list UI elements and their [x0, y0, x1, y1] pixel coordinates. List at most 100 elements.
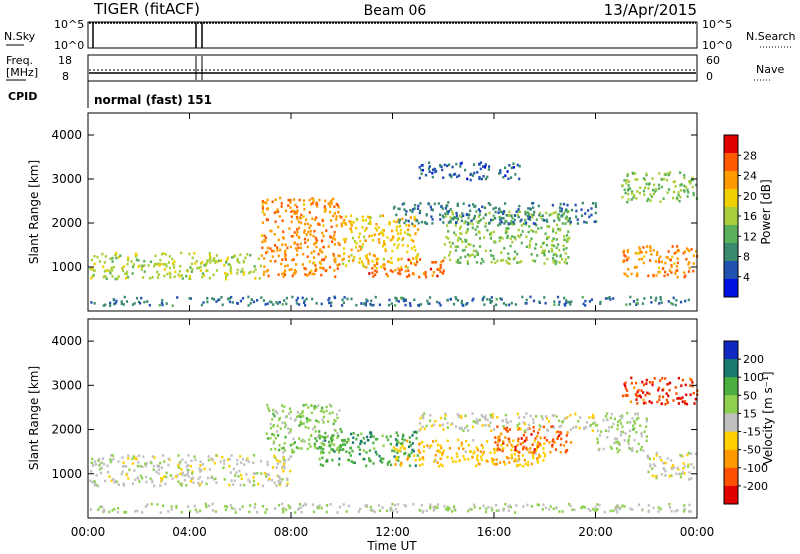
heatmap-cell — [115, 256, 118, 260]
heatmap-cell — [424, 273, 427, 276]
heatmap-cell — [296, 243, 299, 246]
heatmap-cell — [421, 414, 424, 417]
heatmap-cell — [663, 274, 666, 278]
heatmap-cell — [417, 221, 420, 225]
heatmap-cell — [519, 463, 522, 467]
heatmap-cell — [570, 208, 574, 212]
heatmap-cell — [266, 207, 269, 211]
heatmap-cell — [260, 296, 263, 299]
heatmap-cell — [556, 215, 559, 218]
heatmap-cell — [518, 458, 521, 461]
heatmap-cell — [395, 229, 398, 232]
heatmap-cell — [345, 264, 348, 267]
heatmap-cell — [660, 473, 664, 476]
heatmap-cell — [200, 480, 204, 484]
heatmap-cell — [478, 418, 481, 422]
heatmap-cell — [494, 436, 497, 439]
colorbar-tick-label: -50 — [743, 444, 761, 457]
heatmap-cell — [514, 457, 517, 461]
heatmap-cell — [677, 194, 680, 197]
heatmap-cell — [322, 410, 325, 414]
heatmap-cell — [295, 302, 298, 305]
heatmap-cell — [504, 202, 507, 205]
heatmap-cell — [342, 439, 345, 443]
heatmap-cell — [274, 259, 277, 263]
heatmap-cell — [566, 203, 569, 207]
heatmap-cell — [483, 303, 486, 306]
heatmap-cell — [649, 249, 652, 252]
heatmap-cell — [639, 448, 642, 451]
heatmap-cell — [293, 212, 296, 215]
heatmap-cell — [311, 197, 314, 200]
heatmap-cell — [102, 304, 105, 307]
heatmap-cell — [345, 510, 348, 513]
heatmap-cell — [476, 171, 479, 174]
heatmap-cell — [518, 164, 521, 168]
heatmap-cell — [238, 508, 242, 511]
heatmap-cell — [537, 204, 540, 208]
heatmap-cell — [539, 215, 543, 219]
heatmap-cell — [392, 236, 395, 239]
heatmap-cell — [156, 276, 160, 279]
heatmap-cell — [560, 214, 563, 218]
heatmap-cell — [623, 259, 626, 262]
heatmap-cell — [330, 225, 333, 229]
heatmap-cell — [551, 250, 554, 253]
heatmap-cell — [352, 436, 355, 440]
heatmap-cell — [324, 431, 327, 435]
heatmap-cell — [232, 483, 235, 486]
heatmap-cell — [679, 454, 682, 457]
heatmap-cell — [332, 214, 335, 218]
heatmap-cell — [98, 260, 101, 263]
heatmap-cell — [162, 252, 165, 255]
heatmap-cell — [614, 506, 617, 510]
heatmap-cell — [366, 215, 369, 218]
heatmap-cell — [651, 467, 654, 470]
heatmap-cell — [204, 502, 207, 506]
heatmap-cell — [531, 443, 534, 446]
heatmap-cell — [296, 253, 299, 257]
heatmap-cell — [104, 255, 107, 258]
heatmap-cell — [305, 403, 308, 406]
heatmap-cell — [150, 461, 153, 465]
heatmap-cell — [555, 430, 558, 434]
heatmap-cell — [610, 425, 614, 429]
heatmap-cell — [618, 443, 621, 446]
heatmap-cell — [517, 459, 520, 463]
heatmap-cell — [677, 249, 680, 252]
heatmap-cell — [214, 259, 217, 263]
heatmap-cell — [421, 456, 425, 459]
heatmap-cell — [157, 468, 161, 472]
heatmap-cell — [551, 239, 554, 243]
heatmap-cell — [158, 264, 161, 267]
heatmap-cell — [252, 270, 255, 274]
heatmap-cell — [177, 464, 180, 468]
heatmap-cell — [277, 475, 280, 478]
heatmap-cell — [282, 451, 285, 454]
heatmap-cell — [659, 200, 662, 203]
heatmap-cell — [540, 251, 544, 254]
heatmap-cell — [274, 507, 277, 510]
heatmap-cell — [405, 219, 408, 222]
heatmap-cell — [324, 269, 327, 273]
heatmap-cell — [246, 253, 249, 256]
heatmap-cell — [344, 240, 347, 244]
heatmap-cell — [468, 507, 471, 511]
heatmap-cell — [626, 250, 629, 254]
heatmap-cell — [684, 383, 687, 387]
heatmap-cell — [393, 455, 396, 458]
heatmap-cell — [542, 425, 545, 429]
heatmap-cell — [381, 214, 385, 217]
heatmap-cell — [289, 201, 292, 204]
heatmap-cell — [359, 507, 362, 511]
heatmap-cell — [201, 463, 204, 466]
heatmap-cell — [313, 407, 316, 411]
heatmap-cell — [286, 264, 289, 267]
heatmap-cell — [476, 220, 479, 224]
heatmap-cell — [484, 177, 488, 181]
heatmap-cell — [532, 418, 535, 421]
heatmap-cell — [316, 205, 319, 208]
heatmap-cell — [390, 257, 393, 260]
heatmap-cell — [325, 405, 328, 409]
